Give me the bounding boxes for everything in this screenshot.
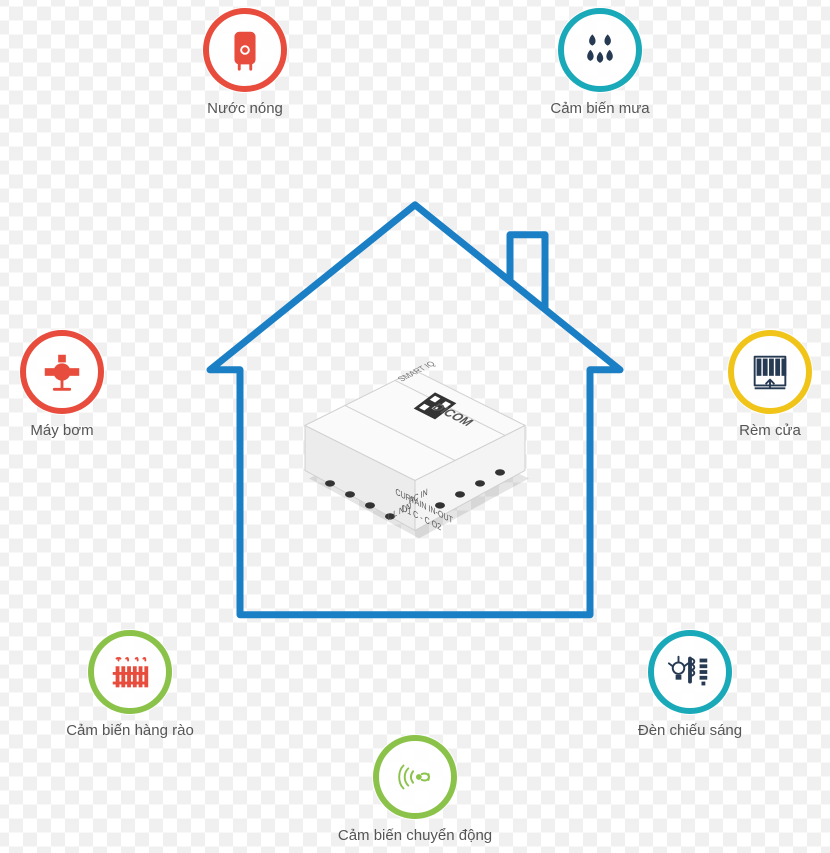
pump-node: Máy bơm xyxy=(0,330,132,439)
pump-label: Máy bơm xyxy=(30,422,93,439)
fence-sensor-label: Cảm biến hàng rào xyxy=(66,722,194,739)
motion-sensor-label: Cảm biến chuyển động xyxy=(338,827,492,844)
hot-water-ring xyxy=(203,8,287,92)
lighting-node: Đèn chiếu sáng xyxy=(620,630,760,739)
curtain-node: Rèm cửa xyxy=(700,330,830,439)
fence-sensor-ring xyxy=(88,630,172,714)
motion-sensor-node: Cảm biến chuyển động xyxy=(345,735,485,844)
pump-ring xyxy=(20,330,104,414)
rain-sensor-ring xyxy=(558,8,642,92)
curtain-ring xyxy=(728,330,812,414)
central-device: DICOM SMART IQ CURTAIN IN-OUT O1 C - C O… xyxy=(285,330,545,560)
rain-sensor-node: Cảm biến mưa xyxy=(530,8,670,117)
lighting-ring xyxy=(648,630,732,714)
hot-water-node: Nước nóng xyxy=(175,8,315,117)
curtain-label: Rèm cửa xyxy=(739,422,801,439)
motion-sensor-ring xyxy=(373,735,457,819)
lighting-label: Đèn chiếu sáng xyxy=(638,722,742,739)
hot-water-label: Nước nóng xyxy=(207,100,283,117)
fence-sensor-node: Cảm biến hàng rào xyxy=(60,630,200,739)
rain-sensor-label: Cảm biến mưa xyxy=(550,100,649,117)
